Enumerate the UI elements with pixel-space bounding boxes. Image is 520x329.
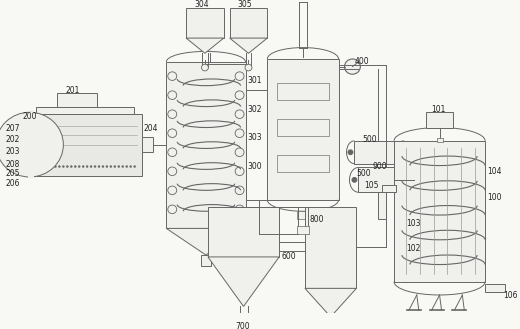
Circle shape (110, 165, 112, 167)
Text: 500: 500 (362, 135, 377, 144)
Text: 800: 800 (310, 215, 324, 224)
Text: 102: 102 (406, 243, 420, 253)
Text: 500: 500 (356, 169, 371, 178)
Text: 204: 204 (144, 124, 158, 133)
Text: 206: 206 (6, 179, 20, 188)
Circle shape (67, 165, 68, 167)
Circle shape (50, 165, 53, 167)
Text: 105: 105 (365, 181, 379, 190)
Polygon shape (305, 288, 356, 317)
Bar (201, 255, 211, 266)
Circle shape (129, 165, 132, 167)
Polygon shape (186, 38, 224, 53)
Circle shape (62, 165, 64, 167)
Text: 600: 600 (281, 252, 296, 261)
Bar (277, 155, 329, 172)
Bar (208, 208, 279, 257)
Circle shape (102, 165, 104, 167)
Bar (277, 119, 329, 136)
Circle shape (86, 165, 88, 167)
Bar (358, 167, 414, 192)
Circle shape (348, 150, 353, 155)
Circle shape (58, 165, 60, 167)
Circle shape (78, 165, 80, 167)
Bar (166, 62, 245, 228)
Bar (277, 83, 329, 100)
Bar (57, 93, 97, 107)
Circle shape (352, 177, 357, 182)
Circle shape (98, 165, 100, 167)
Circle shape (90, 165, 92, 167)
Text: 400: 400 (355, 57, 369, 66)
Circle shape (122, 165, 124, 167)
Bar (28, 114, 141, 176)
Text: 100: 100 (487, 193, 502, 202)
Text: 202: 202 (6, 135, 20, 144)
Circle shape (74, 165, 76, 167)
Text: 208: 208 (6, 160, 20, 169)
Text: 302: 302 (248, 105, 262, 114)
Polygon shape (230, 38, 267, 53)
Bar (297, 226, 309, 234)
Text: 304: 304 (194, 0, 209, 9)
Bar (378, 192, 386, 219)
Text: 207: 207 (6, 124, 20, 133)
Bar (141, 137, 153, 152)
Circle shape (35, 165, 36, 167)
Circle shape (46, 165, 48, 167)
Bar (297, 211, 309, 219)
Polygon shape (166, 228, 245, 255)
Bar (305, 208, 356, 288)
Bar (437, 138, 443, 142)
Text: 201: 201 (66, 86, 80, 95)
Circle shape (134, 165, 136, 167)
Circle shape (126, 165, 128, 167)
Bar (267, 59, 339, 200)
Circle shape (82, 165, 84, 167)
Bar (355, 141, 402, 164)
Text: 700: 700 (236, 322, 250, 329)
Text: 300: 300 (248, 162, 262, 171)
Circle shape (106, 165, 108, 167)
Text: 104: 104 (487, 167, 502, 176)
Text: 301: 301 (248, 76, 262, 85)
Bar (485, 284, 505, 292)
Circle shape (118, 165, 120, 167)
Text: 303: 303 (248, 133, 262, 142)
Circle shape (245, 64, 252, 71)
Circle shape (114, 165, 116, 167)
Text: 305: 305 (238, 0, 252, 9)
Text: 203: 203 (6, 146, 20, 156)
Bar (382, 185, 396, 192)
Circle shape (43, 165, 45, 167)
Circle shape (55, 165, 57, 167)
Circle shape (0, 112, 63, 177)
Circle shape (201, 64, 209, 71)
Bar (186, 8, 224, 38)
Text: 103: 103 (406, 219, 420, 228)
Bar (28, 112, 34, 178)
Text: 205: 205 (6, 169, 20, 178)
Circle shape (345, 59, 360, 74)
Text: 106: 106 (503, 291, 517, 300)
Text: 900: 900 (372, 162, 387, 171)
Polygon shape (208, 257, 279, 306)
Circle shape (38, 165, 41, 167)
Text: 101: 101 (432, 105, 446, 114)
Circle shape (94, 165, 96, 167)
Bar (394, 141, 485, 282)
Bar (36, 107, 134, 114)
Bar (426, 112, 453, 128)
Bar (230, 8, 267, 38)
Text: 200: 200 (23, 112, 37, 121)
Circle shape (70, 165, 72, 167)
